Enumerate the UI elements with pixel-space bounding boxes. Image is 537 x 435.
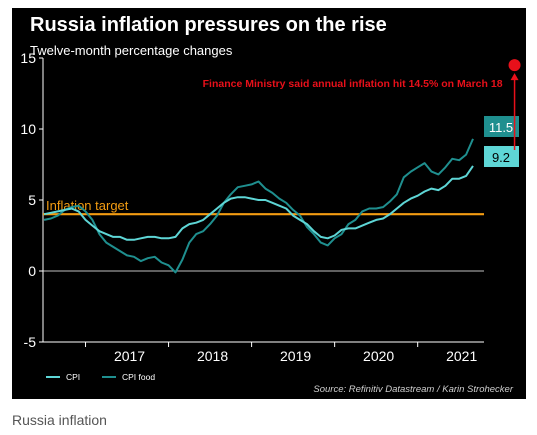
x-tick-label: 2021 — [446, 348, 477, 364]
cpi-food-series-line — [43, 138, 474, 274]
x-tick-label: 2019 — [280, 348, 311, 364]
annotation-text: Finance Ministry said annual inflation h… — [203, 78, 503, 90]
y-tick-label: 10 — [20, 121, 36, 137]
y-tick-label: -5 — [24, 334, 37, 350]
cpi-end-label-box — [484, 146, 519, 167]
cpi-food-end-label-box — [484, 116, 519, 137]
cpi-food-end-label: 11.5 — [489, 120, 513, 135]
chart-panel — [12, 8, 526, 399]
x-tick-label: 2017 — [114, 348, 145, 364]
chart-subtitle: Twelve-month percentage changes — [30, 43, 233, 58]
annotation-arrow-head — [510, 73, 519, 81]
cpi-series-line — [43, 165, 474, 241]
x-tick-label: 2018 — [197, 348, 228, 364]
y-tick-label: 0 — [28, 263, 36, 279]
chart-title: Russia inflation pressures on the rise — [30, 14, 387, 36]
y-tick-label: 15 — [20, 50, 36, 66]
source-note: Source: Refinitiv Datastream / Karin Str… — [313, 384, 513, 395]
figure-caption: Russia inflation — [12, 412, 107, 428]
legend-label-cpi-food: CPI food — [122, 372, 155, 382]
cpi-end-label: 9.2 — [492, 150, 510, 165]
legend-label-cpi: CPI — [66, 372, 80, 382]
y-tick-label: 5 — [28, 192, 36, 208]
x-tick-label: 2020 — [363, 348, 394, 364]
annotation-dot — [508, 59, 521, 72]
